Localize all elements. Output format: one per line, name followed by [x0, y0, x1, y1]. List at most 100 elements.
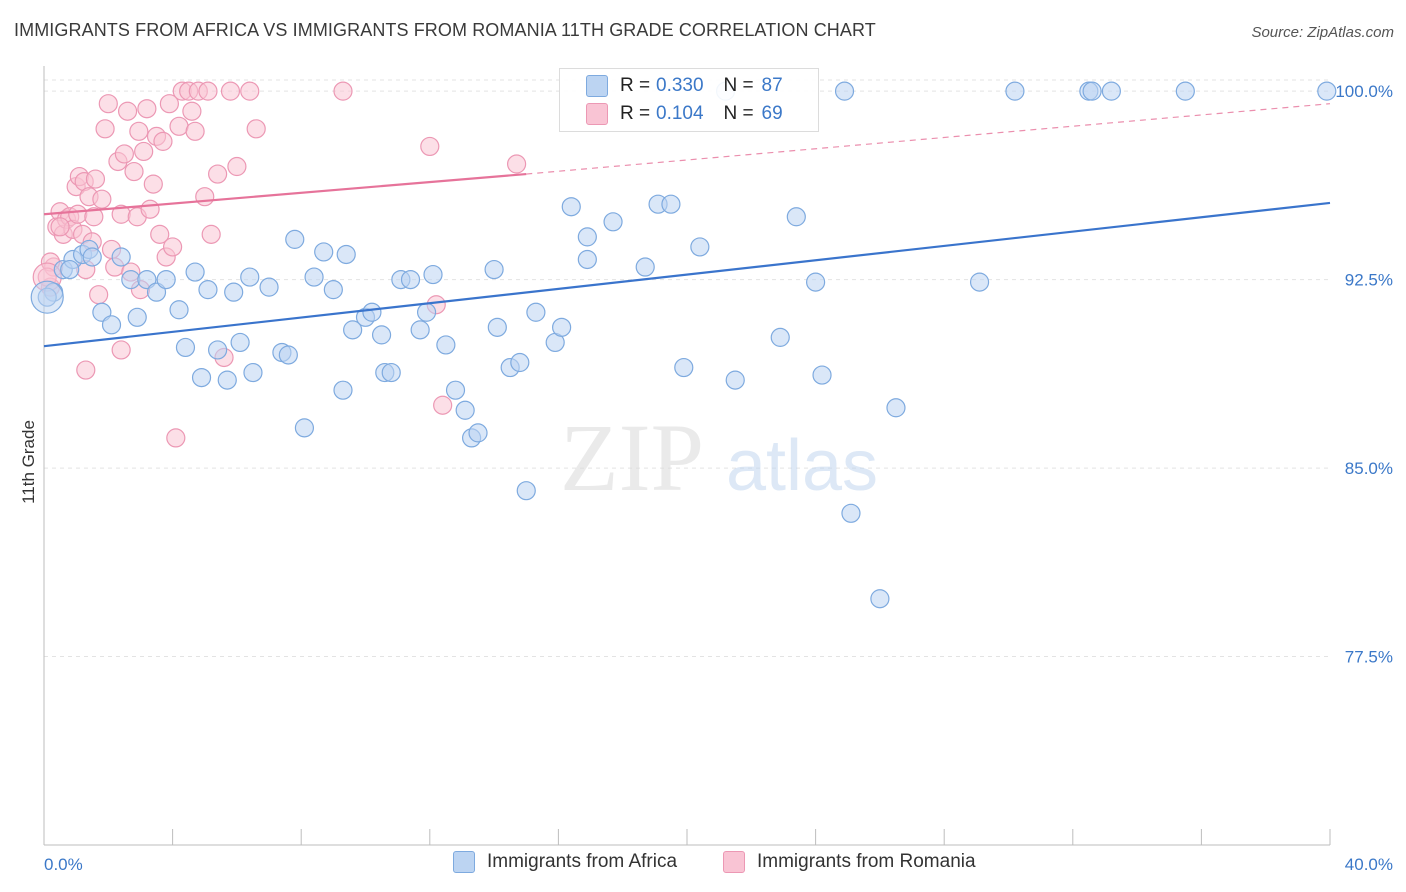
- africa-point: [969, 272, 990, 292]
- bottom-legend-africa: Immigrants from Africa: [453, 851, 677, 873]
- africa-point: [240, 267, 260, 287]
- romania-point: [129, 121, 149, 141]
- africa-point: [111, 247, 131, 267]
- romania-point: [124, 161, 144, 182]
- romania-point: [134, 141, 154, 162]
- africa-point: [323, 280, 343, 300]
- romania-point: [117, 101, 138, 121]
- y-tick-label: 92.5%: [1345, 271, 1393, 290]
- romania-point: [163, 237, 183, 257]
- africa-point: [243, 362, 263, 383]
- chart-title: IMMIGRANTS FROM AFRICA VS IMMIGRANTS FRO…: [14, 20, 876, 40]
- romania-point: [208, 164, 228, 184]
- romania-point: [143, 174, 163, 194]
- africa-point: [834, 81, 855, 101]
- legend-swatch-romania: [586, 103, 608, 125]
- africa-point: [175, 337, 196, 358]
- africa-point: [156, 269, 176, 290]
- romania-point: [227, 156, 247, 177]
- africa-point: [217, 370, 237, 390]
- africa-point-cluster: [30, 280, 64, 314]
- y-tick-label: 100.0%: [1335, 82, 1393, 101]
- romania-point: [169, 116, 189, 136]
- africa-point: [1101, 81, 1121, 101]
- romania-point: [85, 169, 106, 189]
- africa-point: [561, 197, 581, 217]
- africa-point: [400, 269, 421, 290]
- romania-point: [68, 204, 88, 224]
- africa-point: [371, 325, 392, 345]
- romania-point: [182, 101, 202, 121]
- romania-point: [246, 119, 266, 139]
- romania-point: [84, 207, 104, 227]
- axis-layer: [43, 66, 1331, 846]
- legend-r-label: R =: [620, 103, 651, 124]
- africa-point: [886, 398, 906, 418]
- africa-point: [487, 317, 507, 337]
- bottom-legend-label-africa: Immigrants from Africa: [487, 851, 678, 872]
- romania-point: [111, 340, 131, 360]
- africa-point: [674, 357, 694, 378]
- romania-point: [420, 136, 440, 157]
- y-axis-label: 11th Grade: [19, 420, 38, 504]
- romania-point: [114, 144, 134, 164]
- romania-point: [76, 360, 96, 380]
- africa-point: [224, 282, 244, 302]
- africa-point: [381, 362, 401, 383]
- africa-point: [259, 277, 279, 297]
- africa-point: [278, 345, 298, 365]
- bottom-legend-romania: Immigrants from Romania: [723, 851, 976, 873]
- bottom-legend-label-romania: Immigrants from Romania: [757, 851, 976, 872]
- africa-point: [362, 302, 382, 322]
- bottom-legend-swatch-africa: [453, 851, 475, 873]
- legend-n-label: N =: [723, 75, 754, 96]
- africa-point: [552, 317, 572, 337]
- africa-point: [127, 307, 147, 327]
- africa-point: [82, 247, 102, 267]
- romania-point: [153, 131, 173, 151]
- legend-swatch-africa: [586, 75, 608, 97]
- africa-point: [198, 280, 218, 300]
- romania-trend-line: [43, 172, 527, 216]
- africa-point: [436, 335, 456, 355]
- africa-point: [191, 368, 212, 388]
- romania-point: [333, 81, 353, 101]
- romania-point: [98, 94, 118, 114]
- africa-point: [343, 320, 363, 340]
- legend-r-label: R =: [620, 75, 651, 96]
- romania-point: [198, 81, 218, 101]
- legend-row-africa: R = 0.330 N = 87: [586, 72, 783, 100]
- africa-point: [1082, 81, 1102, 101]
- watermark-zip: ZIP: [560, 404, 704, 511]
- africa-point: [635, 257, 655, 277]
- romania-point: [150, 224, 170, 244]
- trend-layer: [43, 103, 1331, 348]
- africa-point: [60, 259, 80, 280]
- africa-point: [230, 332, 250, 353]
- africa-point: [870, 589, 890, 609]
- africa-point: [841, 503, 861, 523]
- y-tick-label: 77.5%: [1345, 648, 1393, 667]
- africa-point: [468, 423, 488, 443]
- series-romania-points: [32, 81, 527, 448]
- africa-point: [208, 340, 228, 360]
- romania-point: [159, 94, 179, 114]
- source-label: Source: ZipAtlas.com: [1251, 24, 1394, 41]
- romania-point: [137, 99, 157, 119]
- africa-point: [169, 300, 189, 320]
- romania-point: [240, 81, 260, 101]
- x-tick-label-min: 0.0%: [44, 855, 83, 874]
- romania-point: [185, 121, 205, 141]
- africa-point: [304, 267, 324, 287]
- romania-trend-line-extrapolated: [526, 103, 1331, 175]
- romania-point: [166, 428, 186, 448]
- africa-point: [725, 370, 745, 390]
- africa-point: [770, 327, 790, 347]
- legend-r-value-romania: 0.104: [656, 103, 704, 124]
- africa-point: [577, 227, 597, 247]
- romania-point: [95, 119, 115, 139]
- africa-trend-line: [43, 201, 1331, 348]
- africa-point: [1317, 81, 1337, 101]
- africa-point: [661, 194, 681, 214]
